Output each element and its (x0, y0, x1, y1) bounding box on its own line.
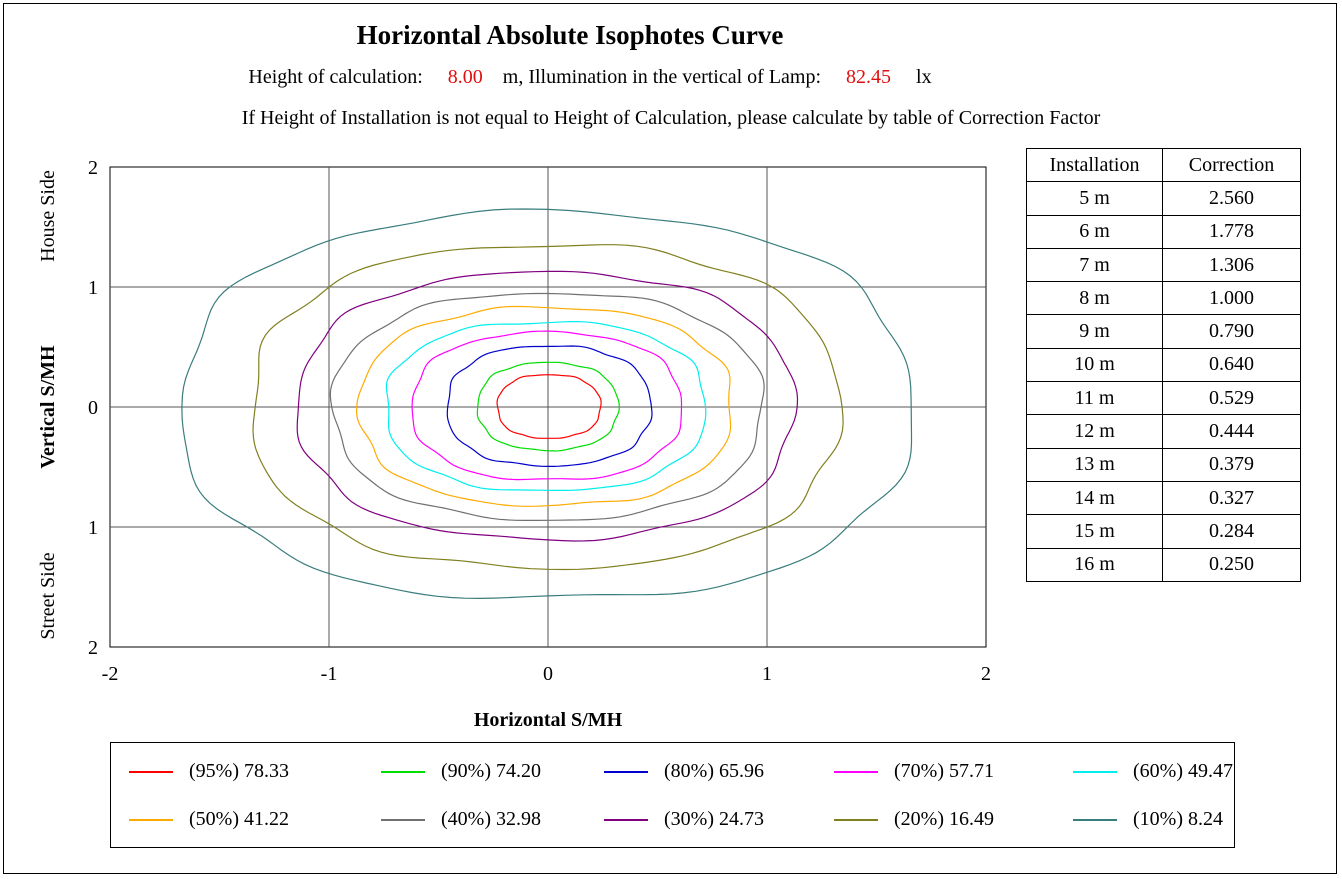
installation-height: 7 m (1026, 247, 1163, 283)
correction-factor: 0.379 (1162, 447, 1301, 482)
y-tick-label: 2 (88, 157, 98, 179)
table-row: 15 m 0.284 (1026, 514, 1301, 549)
correction-factor: 0.250 (1162, 547, 1301, 582)
legend-label: (95%) 78.33 (189, 760, 289, 782)
legend-label: (40%) 32.98 (441, 808, 541, 830)
legend-label: (90%) 74.20 (441, 760, 541, 782)
calc-mid-text: m, Illumination in the vertical of Lamp: (502, 66, 822, 88)
x-tick-label: -1 (321, 663, 338, 685)
table-row: 5 m 2.560 (1026, 181, 1301, 216)
calculation-info: Height of calculation: 8.00 m, Illuminat… (0, 66, 1180, 89)
installation-height: 6 m (1026, 214, 1163, 249)
correction-note: If Height of Installation is not equal t… (241, 107, 1101, 129)
legend-label: (50%) 41.22 (189, 808, 289, 830)
street-side-label: Street Side (37, 552, 59, 639)
isophote-plot: -2 -1 0 1 2 2 1 0 1 2 Horizontal S/MH Vertical S/M… (37, 157, 991, 731)
plot-grid (109, 166, 987, 648)
installation-height: 5 m (1026, 181, 1163, 216)
x-tick-label: 2 (981, 663, 991, 685)
installation-height: 16 m (1026, 547, 1163, 582)
x-tick-label: 0 (543, 663, 553, 685)
legend-swatch (129, 819, 173, 821)
correction-factor: 1.306 (1162, 247, 1301, 283)
legend-label: (10%) 8.24 (1133, 808, 1223, 830)
correction-factor: 0.529 (1162, 381, 1301, 416)
table-row: 16 m 0.250 (1026, 547, 1301, 582)
legend-label: (70%) 57.71 (894, 760, 994, 782)
isophote-curve-10 (181, 208, 913, 600)
table-row: 10 m 0.640 (1026, 347, 1301, 383)
legend-swatch (381, 819, 425, 821)
table-row: 12 m 0.444 (1026, 414, 1301, 449)
y-tick-label: 0 (88, 397, 98, 419)
axis-labels: Horizontal S/MH Vertical S/MH House Side St… (37, 170, 623, 731)
house-side-label: House Side (37, 170, 59, 262)
correction-factor: 1.000 (1162, 281, 1301, 316)
table-row: 7 m 1.306 (1026, 247, 1301, 283)
isophote-curve-9 (252, 244, 844, 571)
installation-height: 15 m (1026, 514, 1163, 549)
legend-label: (80%) 65.96 (664, 760, 764, 782)
legend-label: (60%) 49.47 (1133, 760, 1233, 782)
correction-factor: 0.444 (1162, 414, 1301, 449)
correction-factor: 2.560 (1162, 181, 1301, 216)
legend-swatch (604, 771, 648, 773)
table-row: 9 m 0.790 (1026, 314, 1301, 349)
y-tick-label: 2 (88, 637, 98, 659)
axis-ticks: -2 -1 0 1 2 2 1 0 1 2 (88, 157, 991, 685)
isophote-curve-5 (385, 321, 707, 491)
table-row: 13 m 0.379 (1026, 447, 1301, 482)
legend-swatch (604, 819, 648, 821)
isophote-curve-7 (329, 292, 765, 521)
isophote-curve-8 (296, 270, 799, 542)
legend-swatch (381, 771, 425, 773)
table-row: 8 m 1.000 (1026, 281, 1301, 316)
legend-swatch (1073, 819, 1117, 821)
header-correction: Correction (1162, 147, 1301, 183)
legend-swatch (1073, 771, 1117, 773)
x-tick-label: -2 (102, 663, 119, 685)
isophote-curve-4 (411, 330, 683, 481)
correction-factor-table: Installation Correction 5 m 2.560 6 m 1.778 7 … (1026, 147, 1301, 582)
isophote-curve-3 (446, 345, 653, 467)
calc-unit: lx (916, 66, 932, 88)
table-row: 11 m 0.529 (1026, 381, 1301, 416)
installation-height: 14 m (1026, 480, 1163, 516)
installation-height: 12 m (1026, 414, 1163, 449)
isophote-curve-1 (496, 374, 602, 439)
correction-factor: 0.327 (1162, 480, 1301, 516)
table-row: 14 m 0.327 (1026, 480, 1301, 516)
isophote-curve-6 (355, 305, 732, 507)
correction-factor: 1.778 (1162, 214, 1301, 249)
y-tick-label: 1 (88, 277, 98, 299)
chart-legend: (95%) 78.33 (90%) 74.20 (80%) 65.96 (70%) 5… (110, 742, 1235, 848)
calc-prefix: Height of calculation: (248, 66, 423, 88)
installation-height: 9 m (1026, 314, 1163, 349)
header-installation: Installation (1026, 147, 1163, 183)
table-row: 6 m 1.778 (1026, 214, 1301, 249)
correction-factor: 0.640 (1162, 347, 1301, 383)
correction-table-header: Installation Correction (1026, 147, 1301, 183)
calc-height-value: 8.00 (447, 66, 483, 88)
isophote-contours (181, 208, 913, 600)
correction-factor: 0.790 (1162, 314, 1301, 349)
installation-height: 11 m (1026, 381, 1163, 416)
lamp-illumination-value: 82.45 (846, 66, 892, 88)
x-tick-label: 1 (762, 663, 772, 685)
correction-factor: 0.284 (1162, 514, 1301, 549)
legend-swatch (129, 771, 173, 773)
y-axis-label: Vertical S/MH (37, 345, 59, 469)
chart-frame (3, 3, 1337, 874)
legend-label: (30%) 24.73 (664, 808, 764, 830)
legend-label: (20%) 16.49 (894, 808, 994, 830)
y-tick-label: 1 (88, 517, 98, 539)
legend-swatch (834, 819, 878, 821)
installation-height: 13 m (1026, 447, 1163, 482)
installation-height: 8 m (1026, 281, 1163, 316)
x-axis-label: Horizontal S/MH (474, 709, 623, 731)
chart-title: Horizontal Absolute Isophotes Curve (356, 20, 784, 50)
installation-height: 10 m (1026, 347, 1163, 383)
legend-swatch (834, 771, 878, 773)
isophote-curve-2 (476, 361, 620, 452)
